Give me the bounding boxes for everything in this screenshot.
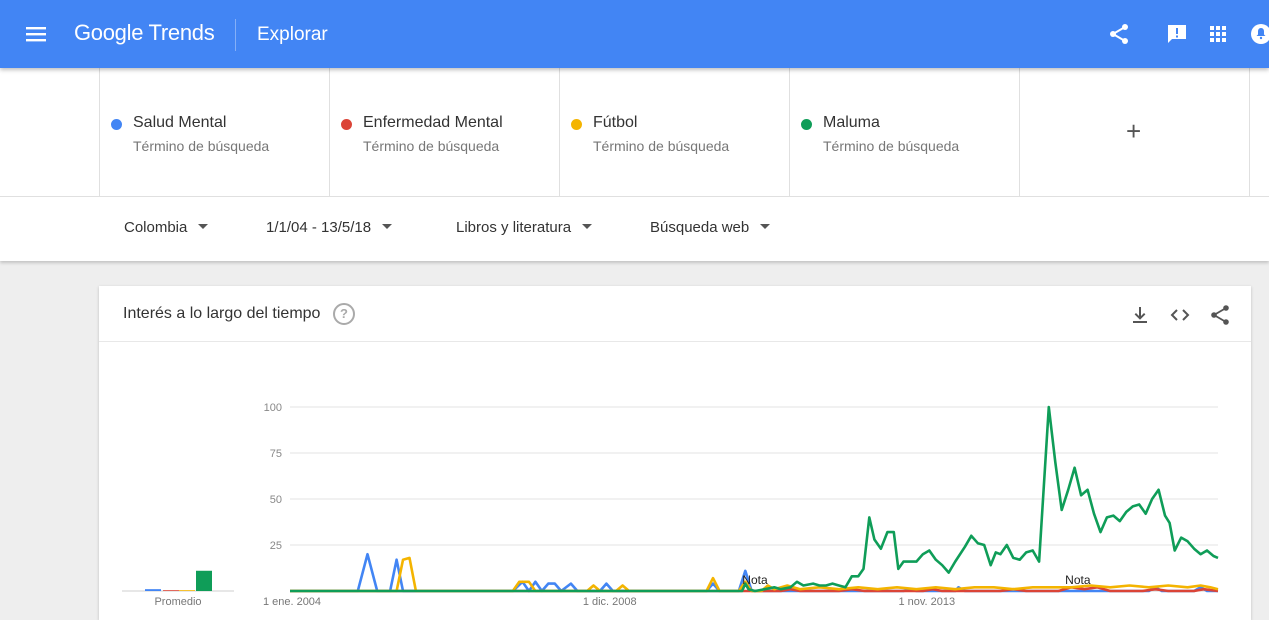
y-tick-label: 100 — [264, 402, 282, 414]
term-color-dot — [801, 119, 812, 130]
term-type: Término de búsqueda — [133, 138, 270, 154]
add-comparison-button[interactable]: + — [1019, 68, 1250, 196]
comparison-bar: Salud Mental Término de búsqueda Enferme… — [0, 68, 1269, 197]
average-label: Promedio — [154, 596, 201, 608]
term-name: Salud Mental — [133, 114, 227, 131]
term-maluma[interactable]: Maluma Término de búsqueda — [789, 68, 1019, 196]
term-name: Maluma — [823, 114, 880, 131]
term-color-dot — [111, 119, 122, 130]
series-line-enfermedad-mental — [290, 586, 1219, 593]
download-icon[interactable] — [1128, 303, 1152, 327]
apps-icon[interactable] — [1206, 22, 1230, 46]
note-annotation: Nota — [1065, 573, 1091, 587]
term-type: Término de búsqueda — [363, 138, 500, 154]
plus-icon: + — [1126, 116, 1142, 146]
category-dropdown[interactable]: Libros y literatura — [456, 219, 593, 236]
region-value: Colombia — [124, 219, 188, 236]
x-tick-label: 1 nov. 2013 — [898, 596, 955, 608]
average-bar — [145, 589, 161, 591]
series-line-maluma — [290, 405, 1219, 593]
y-tick-label: 50 — [270, 494, 282, 506]
term-name: Enfermedad Mental — [363, 114, 503, 131]
y-tick-label: 25 — [270, 540, 282, 552]
card-header: Interés a lo largo del tiempo ? — [99, 286, 1251, 342]
google-trends-logo[interactable]: Google Trends — [74, 20, 215, 45]
note-annotation: Nota — [742, 573, 768, 587]
card-title: Interés a lo largo del tiempo — [123, 305, 321, 322]
date-range-value: 1/1/04 - 13/5/18 — [266, 219, 372, 236]
top-app-bar: Google Trends Explorar — [0, 0, 1269, 68]
term-salud-mental[interactable]: Salud Mental Término de búsqueda — [99, 68, 329, 196]
term-color-dot — [341, 119, 352, 130]
search-type-value: Búsqueda web — [650, 219, 750, 236]
term-name: Fútbol — [593, 114, 638, 131]
date-range-dropdown[interactable]: 1/1/04 - 13/5/18 — [266, 219, 393, 236]
y-tick-label: 75 — [270, 448, 282, 460]
share-icon[interactable] — [1208, 303, 1232, 327]
term-futbol[interactable]: Fútbol Término de búsqueda — [559, 68, 789, 196]
average-bar — [196, 570, 212, 591]
dropdown-arrow-icon — [582, 223, 593, 229]
dropdown-arrow-icon — [382, 223, 393, 229]
menu-icon[interactable] — [24, 22, 48, 46]
region-dropdown[interactable]: Colombia — [124, 219, 209, 236]
x-tick-label: 1 dic. 2008 — [583, 596, 637, 608]
average-bar — [179, 590, 195, 591]
term-type: Término de búsqueda — [593, 138, 730, 154]
x-tick-label: 1 ene. 2004 — [263, 596, 321, 608]
category-value: Libros y literatura — [456, 219, 572, 236]
search-type-dropdown[interactable]: Búsqueda web — [650, 219, 771, 236]
notifications-icon[interactable] — [1249, 22, 1269, 46]
embed-icon[interactable] — [1168, 303, 1192, 327]
average-bar — [163, 590, 179, 591]
feedback-icon[interactable] — [1165, 22, 1189, 46]
share-icon[interactable] — [1107, 22, 1131, 46]
filters-bar: Colombia 1/1/04 - 13/5/18 Libros y liter… — [0, 197, 1269, 261]
term-color-dot — [571, 119, 582, 130]
dropdown-arrow-icon — [198, 223, 209, 229]
page-title: Explorar — [257, 24, 328, 45]
brand-divider — [235, 19, 236, 51]
term-type: Término de búsqueda — [823, 138, 960, 154]
term-enfermedad-mental[interactable]: Enfermedad Mental Término de búsqueda — [329, 68, 559, 196]
help-icon[interactable]: ? — [333, 303, 355, 325]
dropdown-arrow-icon — [760, 223, 771, 229]
